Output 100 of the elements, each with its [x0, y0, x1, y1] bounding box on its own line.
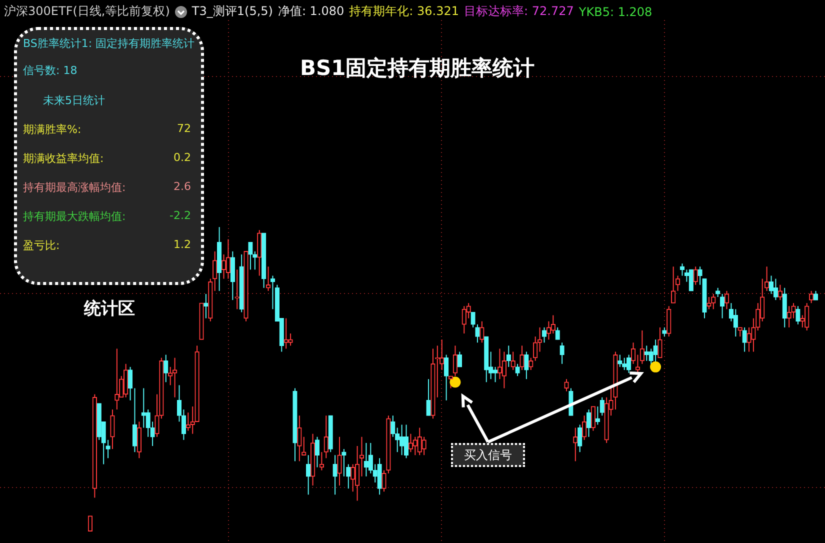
candlestick	[440, 339, 444, 370]
text: 0.2	[174, 151, 191, 164]
candlestick	[212, 250, 218, 292]
candlestick	[124, 363, 128, 398]
candlestick	[582, 415, 587, 440]
candlestick	[168, 366, 173, 386]
candlestick	[688, 269, 694, 292]
candlestick	[520, 345, 524, 370]
text: 盈亏比:	[23, 238, 60, 253]
candlestick	[106, 439, 110, 459]
candlestick	[622, 357, 627, 370]
candlestick	[230, 250, 235, 301]
candlestick	[502, 351, 507, 389]
text: 目标达标率: 72.727	[464, 3, 574, 20]
candlestick	[640, 330, 645, 364]
candlestick	[733, 308, 738, 338]
candlestick	[226, 238, 231, 280]
candlestick	[306, 454, 311, 496]
candlestick	[354, 445, 360, 502]
candlestick	[600, 396, 604, 416]
candlestick	[698, 266, 702, 286]
candlestick	[533, 336, 538, 362]
candlestick	[204, 293, 208, 319]
candlestick	[662, 326, 667, 338]
candlestick	[368, 442, 373, 474]
candlestick	[457, 351, 462, 368]
candlestick	[382, 470, 386, 492]
text: T3_测评1(5,5)	[192, 3, 273, 20]
candlestick	[555, 326, 560, 340]
candlestick	[346, 464, 351, 490]
candlestick	[302, 436, 306, 456]
candlestick	[791, 302, 796, 319]
candlestick	[658, 326, 662, 358]
text: 期满收益率均值:	[23, 151, 104, 166]
text: 未来5日统计	[43, 93, 105, 108]
candlestick	[626, 354, 632, 374]
candlestick	[448, 376, 454, 389]
candlestick	[114, 348, 120, 410]
candlestick	[136, 421, 142, 459]
candlestick	[252, 250, 258, 270]
candlestick	[146, 409, 150, 438]
candlestick	[350, 464, 356, 492]
candlestick	[506, 345, 511, 368]
candlestick	[342, 448, 346, 477]
candlestick	[578, 424, 582, 453]
candlestick	[164, 354, 168, 383]
candlestick	[671, 266, 676, 304]
candlestick	[550, 314, 556, 334]
candlestick	[586, 409, 592, 438]
text: BS胜率统计1: 固定持有期胜率统计	[23, 36, 195, 51]
chart-title: BS1固定持有期胜率统计	[300, 55, 535, 82]
candlestick	[724, 290, 730, 310]
candlestick	[804, 302, 810, 331]
candlestick	[257, 230, 262, 276]
candlestick	[377, 458, 382, 496]
text: 持有期年化: 36.321	[349, 3, 460, 20]
text: 沪深300ETF(日线,等比前复权)	[4, 3, 170, 20]
candlestick	[390, 415, 396, 438]
candlestick	[796, 306, 800, 325]
candlestick	[475, 324, 480, 344]
text: 持有期最高涨幅均值:	[23, 180, 126, 195]
candlestick	[773, 278, 778, 301]
candlestick	[288, 332, 293, 346]
candlestick	[742, 326, 747, 352]
text: YKB5: 1.208	[578, 4, 652, 18]
candlestick	[110, 409, 115, 450]
candlestick	[528, 357, 534, 370]
candlestick	[404, 424, 409, 459]
candlestick	[497, 348, 502, 380]
candlestick	[314, 436, 320, 468]
candlestick	[618, 354, 622, 368]
candlestick	[480, 320, 484, 344]
candlestick	[782, 287, 787, 328]
candlestick	[564, 378, 569, 392]
candlestick	[172, 357, 178, 398]
candlestick	[524, 351, 529, 380]
candlestick	[693, 266, 698, 286]
candlestick	[154, 394, 160, 438]
candlestick	[706, 296, 712, 310]
candlestick	[720, 293, 725, 319]
candlestick	[510, 351, 516, 370]
text: -2.2	[170, 209, 191, 222]
candlestick	[778, 284, 782, 301]
candlestick	[141, 388, 146, 428]
candlestick	[408, 433, 414, 453]
text: 期满胜率%:	[23, 122, 82, 137]
candlestick	[746, 326, 752, 352]
candlestick	[332, 454, 338, 496]
candlestick	[452, 345, 458, 377]
text: 持有期最大跌幅均值:	[23, 209, 126, 224]
candlestick	[88, 515, 93, 532]
candlestick	[751, 318, 756, 352]
candlestick	[422, 436, 426, 456]
candlestick	[417, 427, 422, 456]
annotation: 统计区	[84, 298, 135, 320]
candlestick	[364, 442, 369, 477]
candlestick	[590, 406, 596, 432]
candlestick	[426, 378, 431, 416]
candlestick	[492, 366, 498, 383]
text: 信号数: 18	[23, 63, 78, 78]
